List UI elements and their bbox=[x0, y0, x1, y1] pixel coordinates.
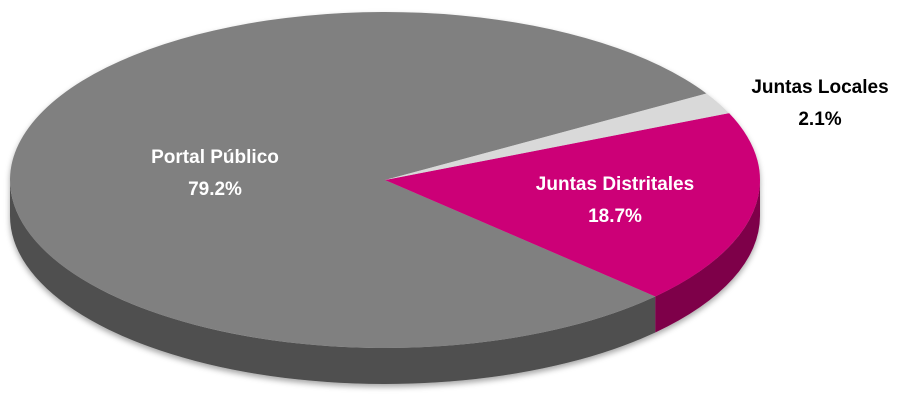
slice bbox=[9, 12, 707, 349]
slice bbox=[385, 93, 730, 180]
slice-value-label: 18.7% bbox=[588, 206, 642, 227]
pie bbox=[9, 12, 761, 385]
slice-value-label: 79.2% bbox=[188, 179, 242, 200]
slice-label: Juntas Locales bbox=[751, 77, 888, 98]
slice-label: Portal Público bbox=[151, 147, 279, 168]
labels: Portal Público 79.2% Juntas Distritales 18.… bbox=[151, 77, 889, 227]
slice-side bbox=[10, 180, 656, 385]
slice bbox=[385, 113, 761, 297]
slice-side bbox=[655, 180, 760, 333]
slice-label: Juntas Distritales bbox=[536, 174, 694, 195]
slice-value-label: 2.1% bbox=[798, 109, 841, 130]
